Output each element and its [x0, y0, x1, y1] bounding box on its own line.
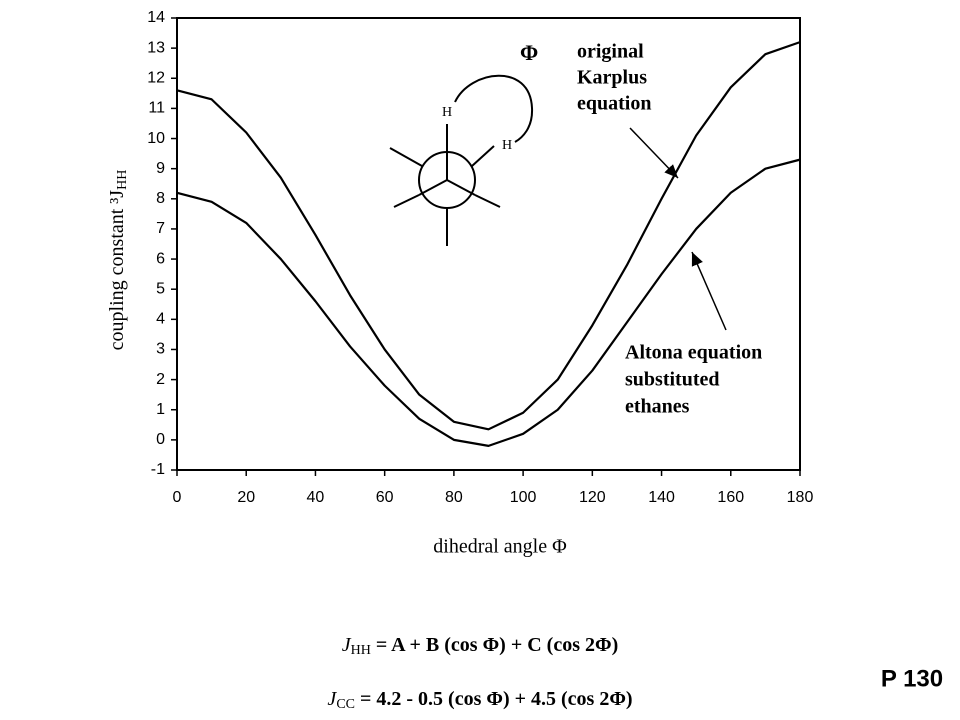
y-tick-label: 10 [147, 130, 165, 147]
x-tick-label: 120 [579, 489, 606, 506]
annotation: equation [577, 93, 651, 115]
y-tick-label: 4 [156, 311, 165, 328]
annotation: Altona equation [625, 342, 762, 364]
y-tick-label: 8 [156, 190, 165, 207]
y-tick-label: 7 [156, 220, 165, 237]
y-tick-label: -1 [151, 461, 165, 478]
annotation: substituted [625, 369, 719, 391]
y-tick-label: 5 [156, 280, 165, 297]
phi-label: Φ [520, 40, 538, 65]
x-axis-label: dihedral angle Φ [433, 536, 567, 558]
annotation: Karplus [577, 67, 647, 89]
y-axis-label-main: coupling constant ³J [106, 190, 128, 351]
plot-frame [176, 17, 801, 471]
y-tick-label: 1 [156, 401, 165, 418]
curve [176, 158, 801, 447]
equation-lhs: J [342, 634, 352, 656]
x-tick-label: 60 [376, 489, 394, 506]
equation-lhs: J [327, 688, 337, 710]
equation-sub: HH [351, 643, 371, 658]
annotations: original Karplus equation Altona equation su… [577, 41, 762, 418]
y-tick-label: 2 [156, 371, 165, 388]
page-label: P 130 [881, 665, 943, 692]
equation-rhs: = 4.2 - 0.5 (cos Φ) + 4.5 (cos 2Φ) [355, 688, 633, 710]
h-label: H [502, 138, 512, 153]
x-tick-label: 20 [237, 489, 255, 506]
x-tick-label: 80 [445, 489, 463, 506]
y-tick-label: 3 [156, 341, 165, 358]
equation-rhs: = A + B (cos Φ) + C (cos 2Φ) [371, 634, 618, 656]
annotation: original [577, 41, 644, 63]
y-tick-label: 14 [147, 9, 165, 26]
x-tick-label: 180 [787, 489, 814, 506]
equation: JHH = A + B (cos Φ) + C (cos 2Φ) [342, 634, 618, 659]
h-label: H [442, 105, 452, 120]
y-tick-label: 11 [148, 100, 165, 117]
equation: JCC = 4.2 - 0.5 (cos Φ) + 4.5 (cos 2Φ) [327, 688, 632, 713]
equation-sub: CC [336, 697, 355, 712]
x-tick-label: 140 [648, 489, 675, 506]
y-tick-label: 12 [147, 69, 165, 86]
x-tick-label: 40 [307, 489, 325, 506]
y-tick-label: 0 [156, 431, 165, 448]
y-axis-label-sub: HH [115, 170, 130, 190]
newman-projection [389, 74, 534, 246]
annotation: ethanes [625, 396, 690, 418]
arrows [629, 127, 727, 331]
y-tick-label: 9 [156, 160, 165, 177]
curve [176, 41, 801, 431]
x-tick-label: 0 [173, 489, 182, 506]
x-tick-label: 100 [510, 489, 537, 506]
y-axis-label: coupling constant ³JHH [106, 170, 131, 351]
y-tick-label: 13 [147, 39, 165, 56]
y-tick-label: 6 [156, 250, 165, 267]
x-tick-label: 160 [717, 489, 744, 506]
